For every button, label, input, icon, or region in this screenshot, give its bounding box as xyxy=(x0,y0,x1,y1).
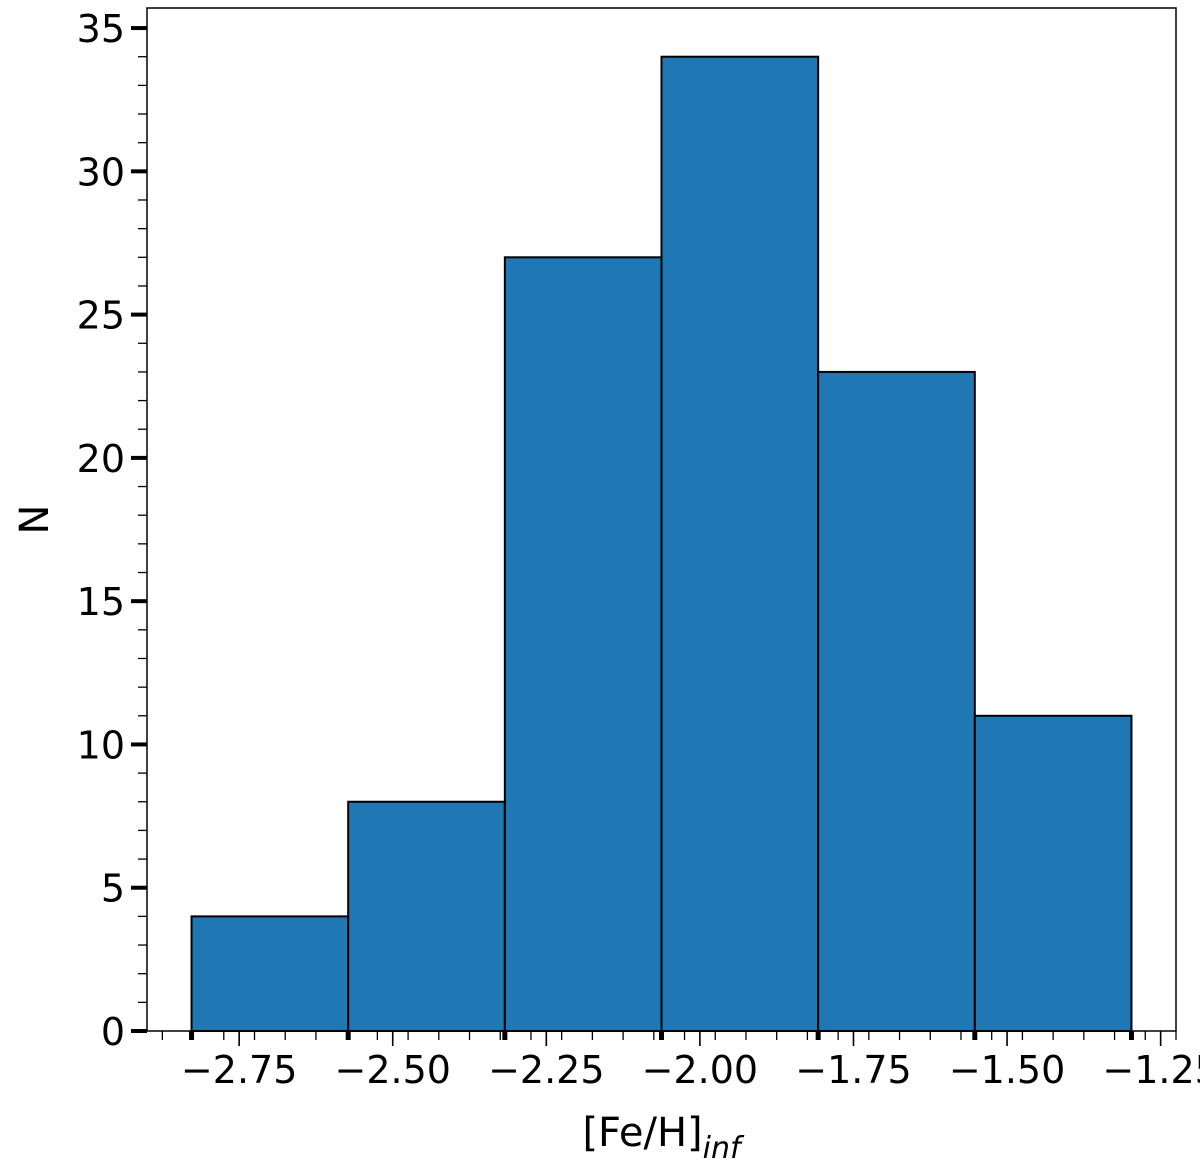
plot-frame xyxy=(146,7,1177,1032)
histogram-bar-6 xyxy=(973,714,1133,1032)
y-axis-label: N xyxy=(12,505,58,535)
y-tick-label: 35 xyxy=(77,7,125,51)
x-tick-label: −2.25 xyxy=(488,1048,604,1092)
x-tick-label: −1.50 xyxy=(949,1048,1065,1092)
y-tick-label: 10 xyxy=(77,723,125,767)
y-tick-label: 15 xyxy=(77,580,125,624)
major-ticks xyxy=(131,26,1162,1046)
y-tick-label: 20 xyxy=(77,437,125,481)
histogram-bar-4 xyxy=(660,55,820,1032)
histogram-bar-5 xyxy=(817,370,976,1032)
histogram-bar-1 xyxy=(190,915,350,1033)
y-tick-label: 25 xyxy=(77,294,125,338)
x-axis-label: [Fe/H]inf xyxy=(582,1110,745,1163)
bars xyxy=(190,55,1133,1033)
y-tick-label: 5 xyxy=(101,867,125,911)
x-tick-label: −1.25 xyxy=(1102,1048,1200,1092)
tick-labels: −2.75 −2.50 −2.25 −2.00 −1.75 −1.50 −1.25 0 5 10 1… xyxy=(77,7,1200,1092)
minor-ticks xyxy=(138,56,1177,1040)
x-tick-label: −2.00 xyxy=(642,1048,758,1092)
y-tick-label: 0 xyxy=(101,1010,125,1054)
histogram-bar-3 xyxy=(503,256,663,1032)
y-tick-label: 30 xyxy=(77,150,125,194)
x-tick-label: −2.50 xyxy=(335,1048,451,1092)
x-axis-label-main: [Fe/H] xyxy=(582,1110,702,1156)
x-tick-label: −1.75 xyxy=(795,1048,911,1092)
histogram-bar-2 xyxy=(347,800,506,1032)
x-axis-label-subscript: inf xyxy=(703,1131,745,1163)
x-tick-label: −2.75 xyxy=(181,1048,297,1092)
